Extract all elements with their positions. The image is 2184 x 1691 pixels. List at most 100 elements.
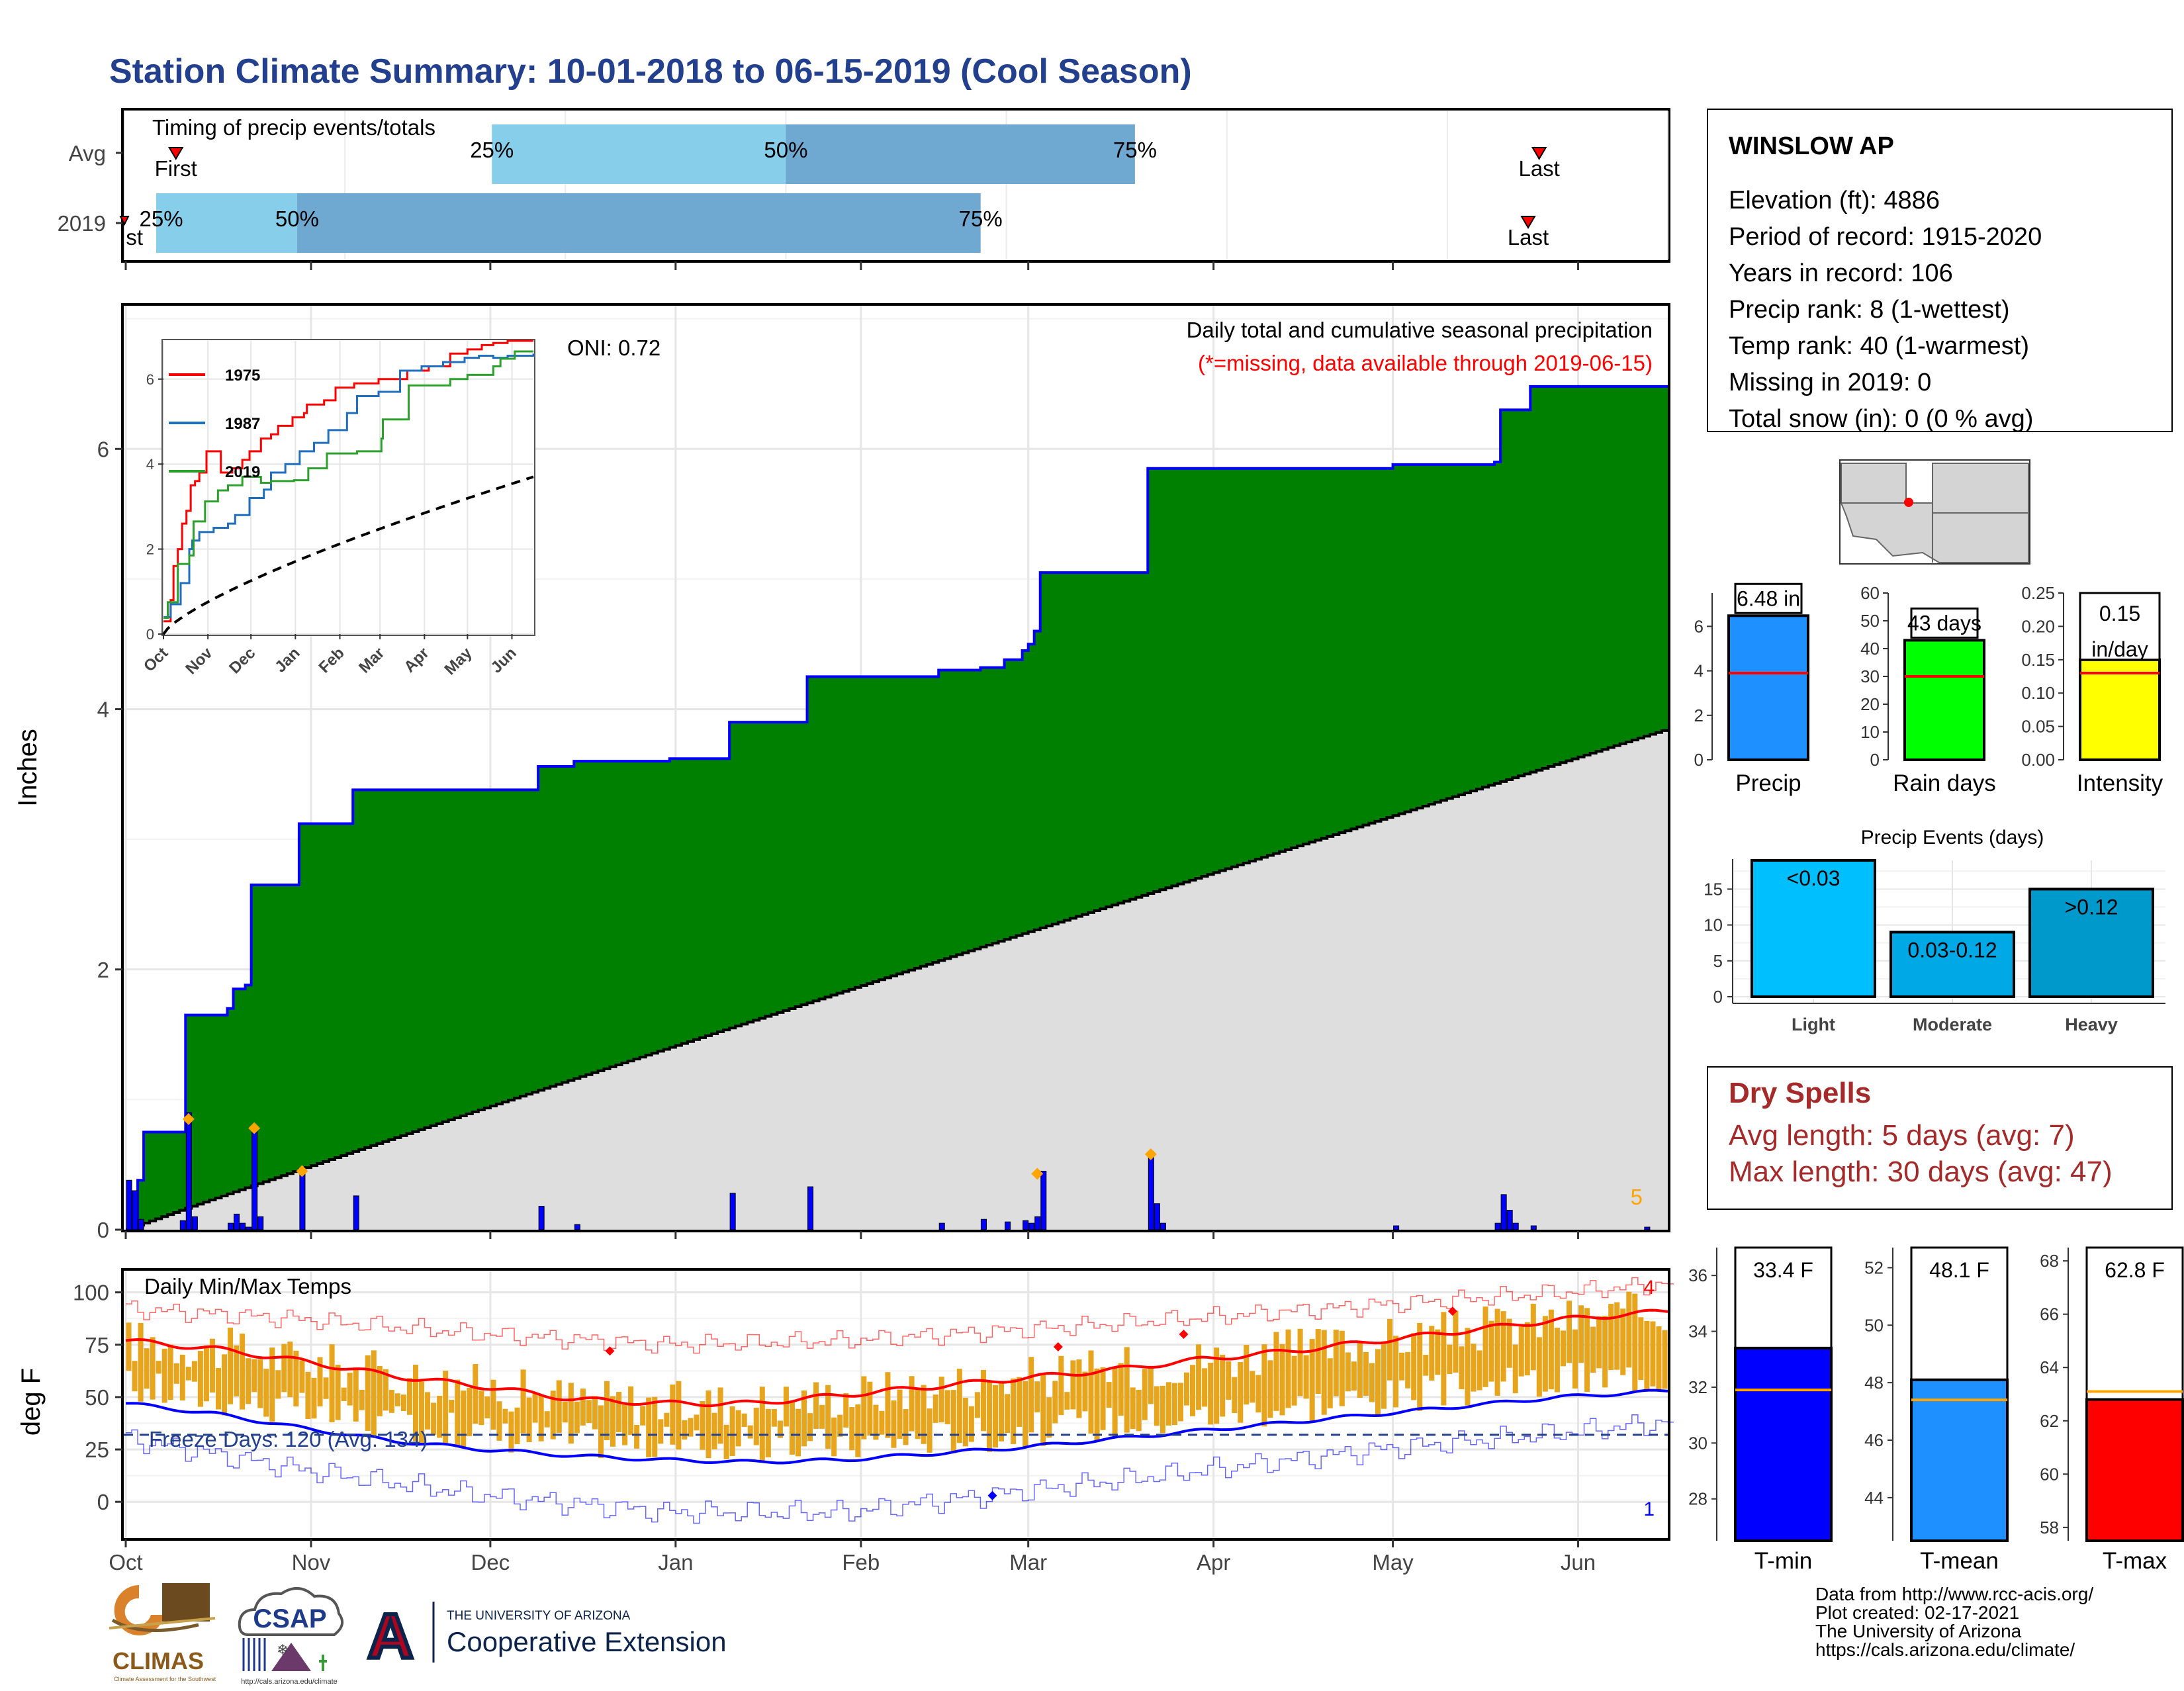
daily-temp-bar	[305, 1371, 311, 1420]
precip-total-tick-label: 0.05	[2021, 717, 2055, 737]
daily-temp-bar	[1040, 1373, 1046, 1446]
daily-precip-bar	[353, 1195, 359, 1230]
inset-series-lines	[163, 340, 535, 623]
daily-temp-bar	[1196, 1344, 1202, 1410]
daily-temp-bar	[1124, 1347, 1130, 1433]
daily-temp-bar	[1255, 1375, 1261, 1413]
precip-total-tick-label: 0.25	[2021, 583, 2055, 603]
daily-temp-bar	[1052, 1381, 1058, 1424]
precip-total-label-box	[1734, 582, 1803, 614]
events-y-tick-label: 15	[1704, 879, 1723, 899]
precip-event-category-label: Moderate	[1913, 1015, 1992, 1034]
csap-logo: CSAP ❄ http://cals.arizona.edu/climate	[233, 1587, 345, 1686]
daily-temp-bar	[873, 1404, 879, 1440]
precip-totals-charts: 6.48 in 0 2 4 6 Precip 43 days 0 10 20 30 40 50 60 Rai…	[1694, 582, 2163, 796]
daily-temp-bar	[538, 1395, 544, 1441]
daily-temp-bar	[508, 1411, 514, 1453]
daily-temp-bar	[1411, 1333, 1417, 1400]
daily-temp-bar	[1339, 1330, 1345, 1406]
daily-temp-bar	[903, 1408, 909, 1445]
daily-temp-bar	[293, 1350, 299, 1406]
daily-temp-bar	[1238, 1361, 1244, 1423]
daily-precip-bar	[1644, 1226, 1651, 1230]
daily-temp-bar	[1303, 1355, 1309, 1399]
daily-precip-bar	[1393, 1225, 1400, 1230]
daily-temp-bar	[1076, 1359, 1082, 1418]
timing-panel: 25% 50% 75% First Last 25% 50% 75% st Last Timing…	[58, 108, 1670, 270]
daily-temp-bar	[1602, 1316, 1608, 1388]
oni-label: ONI: 0.72	[567, 336, 660, 360]
daily-temp-bar	[861, 1376, 867, 1440]
station-detail-line: Missing in 2019: 0	[1729, 369, 1931, 396]
daily-temp-bar	[1644, 1320, 1650, 1391]
daily-temp-bar	[819, 1404, 825, 1429]
daily-temp-bar	[1548, 1309, 1554, 1390]
timing-label-25: 25%	[139, 206, 183, 231]
daily-temp-bar	[1154, 1386, 1160, 1426]
daily-temp-bar	[921, 1385, 927, 1444]
precip-total-tick-label: 40	[1860, 639, 1880, 659]
last-event-label: Last	[1518, 156, 1559, 181]
daily-temp-bar	[1202, 1368, 1208, 1407]
daily-temp-bar	[275, 1370, 281, 1399]
station-info-box: WINSLOW AP Elevation (ft): 4886 Period of…	[1707, 109, 2173, 433]
month-tick-label: Apr	[1197, 1550, 1230, 1575]
precip-total-tick-label: 0	[1870, 750, 1880, 770]
month-tick-label: Mar	[1009, 1550, 1047, 1575]
daily-temp-bar	[735, 1410, 741, 1447]
daily-precip-bar	[179, 1220, 186, 1230]
cumulative-title: Daily total and cumulative seasonal prec…	[1187, 318, 1653, 342]
daily-temp-bar	[1447, 1344, 1453, 1375]
last-event-label: Last	[1508, 225, 1549, 250]
daily-temp-bar	[598, 1405, 604, 1458]
daily-temp-bar	[855, 1404, 861, 1457]
daily-temp-bar	[1082, 1371, 1088, 1412]
timing-label-50: 50%	[275, 206, 319, 231]
daily-temp-bar	[1471, 1344, 1477, 1392]
credit-line: https://cals.arizona.edu/climate/	[1815, 1639, 2075, 1660]
daily-temp-bar	[604, 1381, 610, 1441]
daily-temp-bar	[1171, 1383, 1177, 1426]
precip-total-unit-label: in/day	[2091, 637, 2148, 661]
daily-temp-bar	[419, 1381, 425, 1445]
precip-total-category-label: Precip	[1735, 770, 1801, 796]
temp-total-tick-label: 68	[2040, 1251, 2059, 1271]
daily-temp-bar	[1614, 1302, 1620, 1370]
daily-temp-bar	[377, 1365, 383, 1416]
daily-temp-bar	[1530, 1303, 1536, 1371]
precip-event-category-label: Light	[1792, 1015, 1835, 1034]
daily-temp-bar	[167, 1344, 173, 1400]
daily-temp-bar	[825, 1385, 831, 1449]
month-x-axis: Oct Nov Dec Jan Feb Mar Apr May Jun	[109, 1539, 1596, 1575]
cumulative-precip-panel: 0 2 4 6 Inches Daily total and cumulative s…	[13, 303, 1670, 1242]
daily-temp-bar	[1297, 1328, 1303, 1396]
daily-temp-bar	[813, 1382, 819, 1429]
precip-total-bar	[1727, 614, 1809, 761]
daily-precip-bar	[1530, 1225, 1537, 1230]
daily-temp-bar	[179, 1354, 185, 1400]
daily-temp-bar	[562, 1401, 568, 1423]
daily-temp-bar	[406, 1378, 412, 1415]
normal-max-line	[125, 1308, 1668, 1408]
daily-temp-bar	[1650, 1321, 1656, 1387]
daily-temp-bar	[1261, 1344, 1267, 1427]
daily-temp-bar	[1327, 1358, 1333, 1408]
daily-precip-bar	[1028, 1222, 1035, 1230]
temp-total-tick-label: 52	[1864, 1257, 1884, 1277]
daily-temp-bar	[1423, 1355, 1429, 1376]
daily-temp-bar	[705, 1390, 711, 1459]
month-tick-label: Dec	[471, 1550, 510, 1575]
month-tick-label: Jan	[658, 1550, 693, 1575]
daily-precip-bar	[1154, 1203, 1160, 1230]
daily-precip-bar	[228, 1222, 234, 1230]
month-tick-label: Oct	[109, 1550, 142, 1575]
daily-temp-bar	[185, 1367, 191, 1381]
temperature-panel: 0 25 50 75 100 Oct Nov Dec Jan Feb Mar Apr May Jun D…	[17, 1268, 1674, 1575]
daily-temp-bar	[1034, 1381, 1040, 1413]
daily-temp-bar	[986, 1382, 992, 1452]
daily-temp-bar	[1106, 1382, 1112, 1408]
daily-temp-bar	[759, 1387, 765, 1462]
daily-temp-bar	[1183, 1372, 1190, 1406]
cumulative-subtitle: (*=missing, data available through 2019-…	[1198, 351, 1653, 375]
